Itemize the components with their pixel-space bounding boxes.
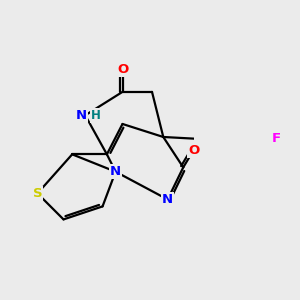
Text: O: O xyxy=(117,63,128,76)
Text: S: S xyxy=(33,187,42,200)
Text: H: H xyxy=(91,109,101,122)
Text: N: N xyxy=(76,109,87,122)
Text: O: O xyxy=(188,143,199,157)
Text: F: F xyxy=(272,132,280,145)
Text: N: N xyxy=(162,193,173,206)
Text: N: N xyxy=(110,165,121,178)
